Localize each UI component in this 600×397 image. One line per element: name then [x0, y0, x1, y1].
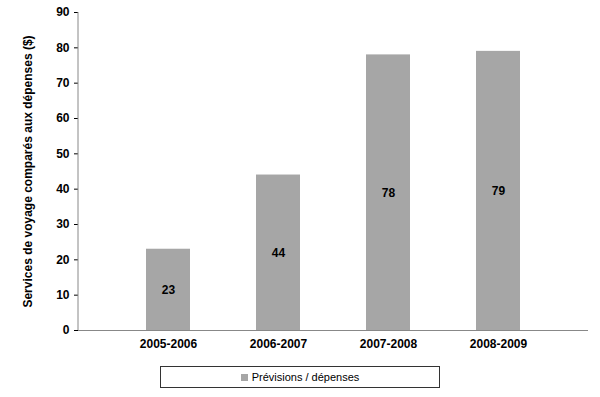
svg-text:50: 50 [56, 147, 70, 161]
svg-text:40: 40 [56, 182, 70, 196]
svg-text:0: 0 [63, 323, 70, 337]
svg-text:20: 20 [56, 253, 70, 267]
svg-text:70: 70 [56, 76, 70, 90]
svg-text:78: 78 [382, 186, 396, 200]
svg-text:30: 30 [56, 217, 70, 231]
svg-text:Services de voyage comparés au: Services de voyage comparés aux dépenses… [21, 35, 35, 307]
svg-text:60: 60 [56, 111, 70, 125]
svg-text:44: 44 [272, 246, 286, 260]
svg-text:10: 10 [56, 288, 70, 302]
svg-text:2005-2006: 2005-2006 [140, 337, 198, 351]
svg-text:23: 23 [162, 283, 176, 297]
svg-text:2007-2008: 2007-2008 [360, 337, 418, 351]
svg-text:2006-2007: 2006-2007 [250, 337, 308, 351]
svg-text:90: 90 [56, 5, 70, 19]
html-text:Prévisions / dépenses: Prévisions / dépenses [251, 371, 360, 383]
svg-text:79: 79 [492, 184, 506, 198]
svg-text:80: 80 [56, 41, 70, 55]
svg-text:2008-2009: 2008-2009 [470, 337, 528, 351]
